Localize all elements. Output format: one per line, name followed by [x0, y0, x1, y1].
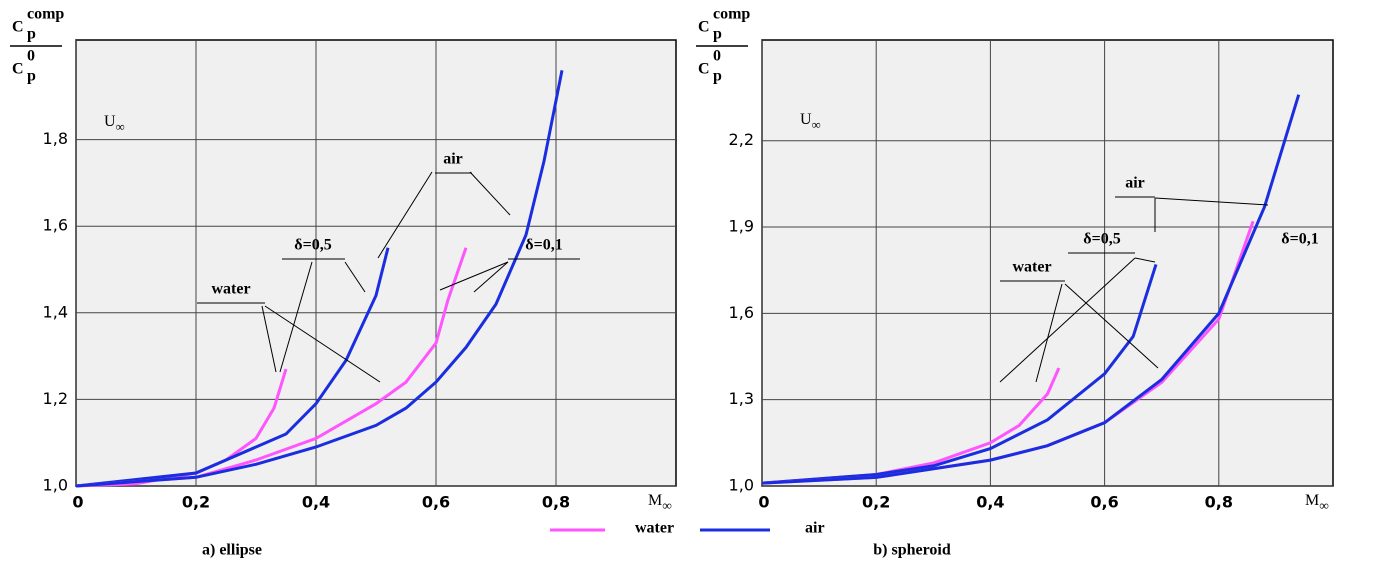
- x-tick-label: 0,6: [422, 493, 450, 512]
- leader-line: [1154, 197, 1269, 206]
- caption: a) ellipse: [202, 542, 262, 559]
- data-line: [75, 70, 564, 488]
- leader-line: [344, 261, 366, 293]
- y-tick-label: 1,4: [43, 302, 68, 321]
- annotation: air: [1125, 175, 1145, 192]
- x-tick-label: 0,8: [542, 493, 570, 512]
- y-tick-label: 1,2: [43, 389, 68, 408]
- ylabel-base: C: [698, 19, 710, 36]
- ylabel-sub: p: [27, 26, 36, 43]
- y-tick-label: 2,2: [729, 130, 754, 149]
- annotation: water: [1012, 259, 1051, 276]
- annotation: δ=0,1: [525, 237, 562, 254]
- ylabel-sup: comp: [27, 6, 64, 23]
- leader-line: [1035, 283, 1063, 383]
- ylabel-sup: 0: [27, 48, 35, 65]
- label-sub: ∞: [116, 120, 125, 134]
- caption: b) spheroid: [873, 542, 951, 559]
- leader-line: [1064, 283, 1159, 369]
- y-tick-label: 1,8: [43, 129, 68, 148]
- y-tick-label: 1,0: [729, 476, 754, 495]
- ylabel-base: C: [698, 61, 710, 78]
- annotation: δ=0,5: [1083, 231, 1120, 248]
- label-base: M: [648, 492, 662, 509]
- subscripted-label: M∞: [648, 492, 672, 513]
- leader-line: [999, 257, 1136, 383]
- ylabel-base: C: [12, 61, 24, 78]
- plot-area: [75, 39, 677, 487]
- leader-line: [261, 305, 277, 373]
- leader-line: [473, 261, 509, 293]
- x-tick-label: 0: [72, 493, 83, 512]
- label-base: U: [800, 111, 812, 128]
- x-tick-label: 0,4: [976, 493, 1004, 512]
- annotation: air: [443, 151, 463, 168]
- label-base: U: [104, 113, 116, 130]
- label-base: M: [1305, 492, 1319, 509]
- label-sub: ∞: [662, 498, 672, 513]
- x-tick-label: 0,2: [182, 493, 210, 512]
- ylabel-sup: 0: [713, 48, 721, 65]
- label-sub: ∞: [1319, 498, 1329, 513]
- x-tick-label: 0,8: [1205, 493, 1233, 512]
- y-tick-label: 1,0: [43, 476, 68, 495]
- annotation: δ=0,5: [294, 237, 331, 254]
- ylabel-sub: p: [713, 68, 722, 85]
- x-tick-label: 0: [758, 493, 769, 512]
- leader-line: [1134, 257, 1156, 263]
- legend-label: water: [635, 520, 674, 537]
- x-tick-label: 0,6: [1090, 493, 1118, 512]
- subscripted-label: U∞: [104, 113, 125, 134]
- leader-line: [469, 171, 511, 216]
- leader-line: [439, 261, 509, 291]
- leader-line: [279, 261, 313, 373]
- leader-line: [264, 305, 381, 383]
- ylabel-base: C: [12, 19, 24, 36]
- y-tick-label: 1,9: [729, 217, 754, 236]
- label-sub: ∞: [812, 118, 821, 132]
- subscripted-label: U∞: [800, 111, 821, 132]
- leader-line: [377, 171, 433, 259]
- subscripted-label: M∞: [1305, 492, 1329, 513]
- annotation: water: [211, 281, 250, 298]
- data-line: [761, 94, 1301, 485]
- x-tick-label: 0,2: [862, 493, 890, 512]
- y-tick-label: 1,6: [43, 216, 68, 235]
- legend-label: air: [805, 520, 825, 537]
- ylabel-sub: p: [713, 26, 722, 43]
- ylabel-sup: comp: [713, 6, 750, 23]
- ylabel-sub: p: [27, 68, 36, 85]
- x-tick-label: 0,4: [302, 493, 330, 512]
- annotation: δ=0,1: [1281, 231, 1318, 248]
- y-tick-label: 1,3: [729, 389, 754, 408]
- y-tick-label: 1,6: [729, 303, 754, 322]
- data-line: [75, 247, 390, 488]
- data-line: [761, 263, 1158, 485]
